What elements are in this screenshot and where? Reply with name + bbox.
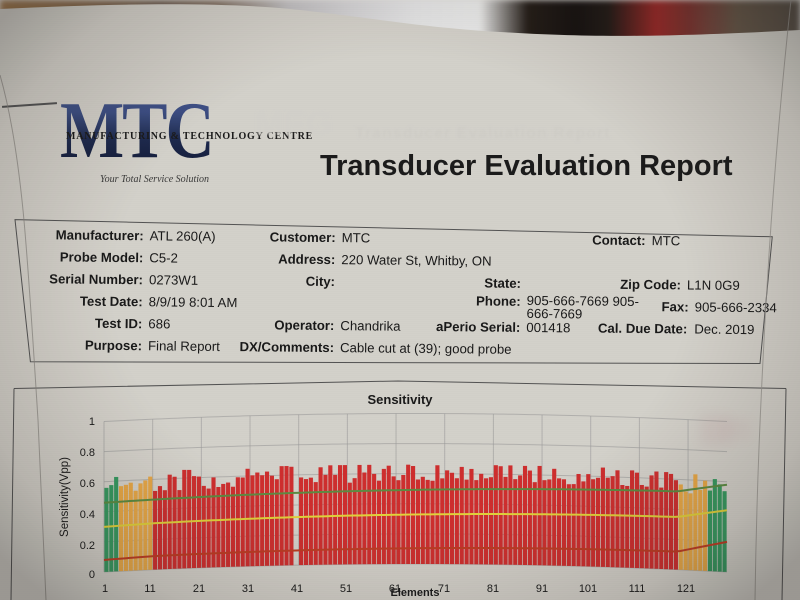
svg-text:41: 41 [291, 583, 303, 595]
svg-text:0.2: 0.2 [80, 540, 95, 552]
svg-text:101: 101 [579, 583, 597, 595]
svg-text:121: 121 [677, 583, 695, 595]
svg-text:81: 81 [487, 583, 499, 595]
svg-text:91: 91 [536, 583, 548, 595]
svg-text:111: 111 [629, 583, 646, 595]
svg-text:1: 1 [89, 416, 95, 428]
svg-text:Sensitivity(Vpp): Sensitivity(Vpp) [59, 457, 71, 537]
svg-text:0.4: 0.4 [80, 509, 95, 521]
svg-text:0.6: 0.6 [80, 478, 95, 490]
svg-text:0.8: 0.8 [80, 447, 95, 459]
svg-text:1: 1 [102, 583, 108, 595]
svg-text:51: 51 [340, 583, 352, 595]
svg-text:31: 31 [242, 583, 254, 595]
svg-text:Elements: Elements [391, 587, 440, 599]
svg-text:0: 0 [89, 569, 95, 581]
svg-text:21: 21 [193, 583, 205, 595]
svg-text:11: 11 [144, 583, 155, 595]
svg-text:71: 71 [438, 583, 450, 595]
